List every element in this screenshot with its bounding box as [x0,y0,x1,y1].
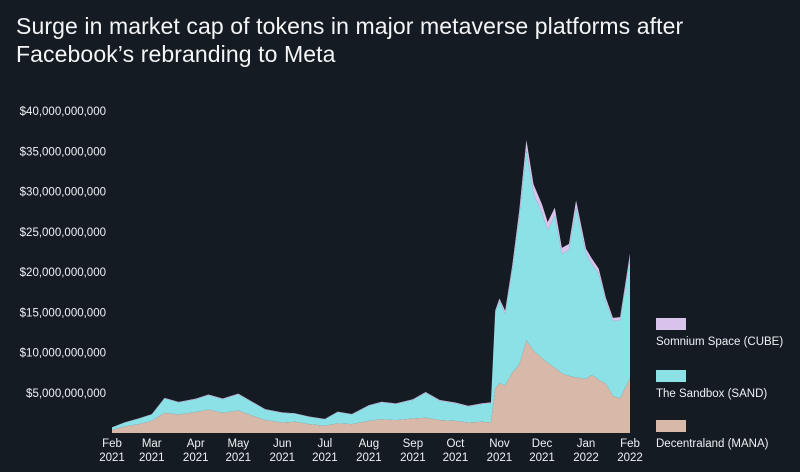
legend-label-the-sandbox: The Sandbox (SAND) [656,388,768,400]
legend: Somnium Space (CUBE) The Sandbox (SAND) … [656,318,800,468]
x-tick-month: Dec [532,438,553,450]
x-tick-label: Jun 2021 [270,438,296,464]
x-tick-label: Oct 2021 [443,438,469,464]
x-tick-month: Jul [318,438,333,450]
x-tick-month: Nov [489,438,510,450]
x-tick-month: Feb [102,438,122,450]
legend-label-somnium-space: Somnium Space (CUBE) [656,336,784,348]
y-tick-label: $5,000,000,000 [26,388,106,400]
x-tick-label: Jan 2022 [573,438,599,464]
x-tick-month: Jun [273,438,292,450]
x-tick-year: 2021 [270,452,296,464]
x-tick-month: Sep [403,438,423,450]
x-tick-year: 2021 [356,452,382,464]
legend-item-somnium-space: Somnium Space (CUBE) [656,318,800,358]
x-tick-year: 2021 [312,452,338,464]
x-tick-month: Jan [577,438,596,450]
legend-swatch-decentraland [656,420,686,432]
legend-swatch-somnium-space [656,318,686,330]
x-tick-year: 2022 [573,452,599,464]
x-tick-year: 2022 [617,452,643,464]
x-tick-label: Aug 2021 [356,438,382,464]
chart-title: Surge in market cap of tokens in major m… [16,13,684,67]
legend-swatch-the-sandbox [656,370,686,382]
y-tick-label: $20,000,000,000 [20,267,106,279]
x-tick-month: Oct [446,438,465,450]
y-tick-label: $30,000,000,000 [20,187,106,199]
x-tick-year: 2021 [529,452,555,464]
area-decentraland-mana [112,340,630,433]
y-tick-label: $10,000,000,000 [20,348,106,360]
x-tick-year: 2021 [99,452,125,464]
x-tick-year: 2021 [400,452,426,464]
y-tick-label: $35,000,000,000 [20,146,106,158]
legend-label-decentraland: Decentraland (MANA) [656,438,769,450]
x-tick-label: Feb 2021 [99,438,125,464]
x-tick-month: Aug [359,438,379,450]
x-tick-year: 2021 [139,452,165,464]
y-tick-label: $40,000,000,000 [20,106,106,118]
area-the-sandbox-sand [112,150,630,430]
x-tick-label: Feb 2022 [617,438,643,464]
x-tick-month: Feb [620,438,640,450]
x-axis-ticks: Feb 2021 Mar 2021 Apr 2021 May 2021 Jun 2021 Jul 20… [99,438,643,464]
y-tick-label: $25,000,000,000 [20,227,106,239]
area-series-layer [112,139,630,433]
x-tick-label: May 2021 [226,438,252,464]
x-tick-label: Mar 2021 [139,438,165,464]
x-tick-year: 2021 [183,452,209,464]
x-tick-label: Apr 2021 [183,438,209,464]
x-tick-month: Apr [187,438,205,450]
x-tick-year: 2021 [226,452,252,464]
x-tick-label: Dec 2021 [529,438,555,464]
x-tick-label: Jul 2021 [312,438,338,464]
legend-item-the-sandbox: The Sandbox (SAND) [656,370,800,410]
x-tick-label: Nov 2021 [487,438,513,464]
x-tick-month: May [227,438,249,450]
x-tick-label: Sep 2021 [400,438,426,464]
legend-item-decentraland: Decentraland (MANA) [656,420,800,460]
y-axis-ticks: $5,000,000,000 $10,000,000,000 $15,000,000… [20,106,106,400]
y-tick-label: $15,000,000,000 [20,307,106,319]
x-tick-month: Mar [142,438,162,450]
x-tick-year: 2021 [487,452,513,464]
x-tick-year: 2021 [443,452,469,464]
